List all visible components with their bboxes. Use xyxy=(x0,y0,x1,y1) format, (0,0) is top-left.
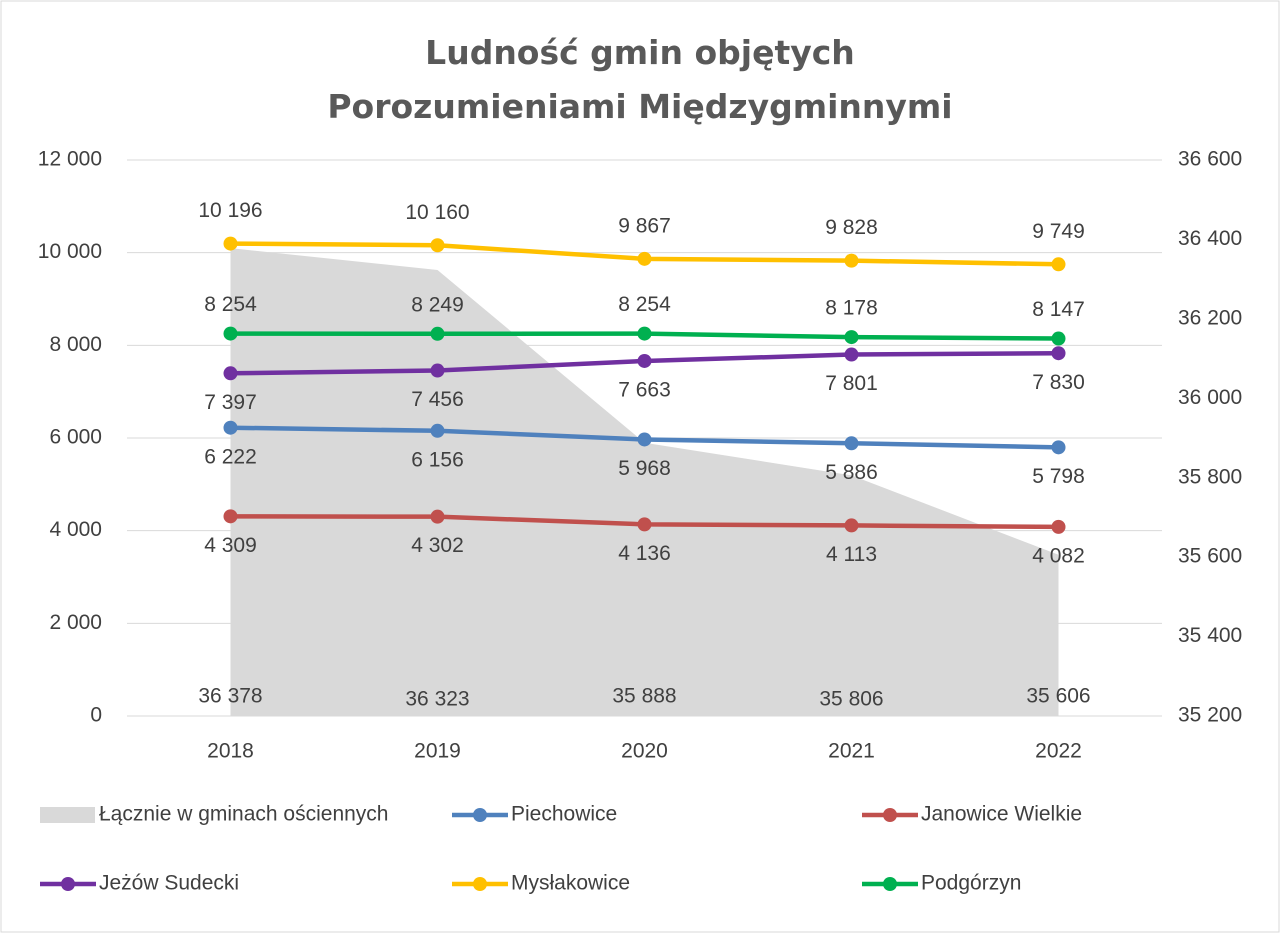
marker xyxy=(1051,346,1066,361)
marker xyxy=(844,330,859,345)
data-label: 8 254 xyxy=(618,293,671,316)
data-label: 8 249 xyxy=(411,293,464,316)
data-label: 5 886 xyxy=(825,461,878,484)
data-label: 4 302 xyxy=(411,534,464,557)
marker xyxy=(430,509,445,524)
marker xyxy=(637,517,652,532)
data-label: 4 113 xyxy=(826,543,877,566)
x-tick-label: 2022 xyxy=(1035,740,1082,763)
y2-tick-label: 36 600 xyxy=(1178,148,1242,171)
marker xyxy=(430,363,445,378)
data-label: 7 663 xyxy=(618,378,671,401)
marker xyxy=(637,326,652,341)
data-label: 9 867 xyxy=(618,214,671,237)
data-label: 8 178 xyxy=(825,297,878,320)
y-tick-label: 0 xyxy=(90,704,102,727)
data-label: 35 606 xyxy=(1026,685,1090,708)
marker xyxy=(637,251,652,266)
y2-tick-label: 35 400 xyxy=(1178,624,1242,647)
legend-label: Mysłakowice xyxy=(511,872,630,895)
x-tick-label: 2021 xyxy=(828,740,875,763)
marker xyxy=(844,347,859,362)
x-tick-label: 2019 xyxy=(414,740,461,763)
legend-label: Jeżów Sudecki xyxy=(99,872,239,895)
data-label: 7 456 xyxy=(411,388,464,411)
y-tick-label: 8 000 xyxy=(49,333,102,356)
y2-tick-label: 36 000 xyxy=(1178,386,1242,409)
data-label: 4 309 xyxy=(204,534,257,557)
marker xyxy=(844,436,859,451)
legend-label: Łącznie w gminach ościennych xyxy=(99,803,389,826)
data-label: 10 196 xyxy=(198,199,262,222)
y2-tick-label: 36 200 xyxy=(1178,306,1242,329)
marker xyxy=(1051,519,1066,534)
marker xyxy=(1051,257,1066,272)
data-label: 7 830 xyxy=(1032,371,1085,394)
marker xyxy=(1051,331,1066,346)
y-tick-label: 10 000 xyxy=(38,240,102,263)
data-label: 36 378 xyxy=(198,685,262,708)
x-tick-label: 2020 xyxy=(621,740,668,763)
x-tick-label: 2018 xyxy=(207,740,254,763)
data-label: 8 147 xyxy=(1032,298,1085,321)
marker xyxy=(223,366,238,381)
marker xyxy=(223,420,238,435)
data-label: 6 156 xyxy=(411,448,464,471)
y2-tick-label: 35 800 xyxy=(1178,465,1242,488)
legend-marker xyxy=(473,877,487,891)
data-label: 9 828 xyxy=(825,216,878,239)
y2-tick-label: 36 400 xyxy=(1178,227,1242,250)
legend-marker xyxy=(473,808,487,822)
marker xyxy=(430,326,445,341)
marker xyxy=(844,253,859,268)
marker xyxy=(637,353,652,368)
marker xyxy=(844,518,859,533)
marker xyxy=(223,236,238,251)
marker xyxy=(430,423,445,438)
data-label: 5 968 xyxy=(618,457,671,480)
legend-marker xyxy=(883,877,897,891)
data-label: 9 749 xyxy=(1032,220,1085,243)
data-label: 7 397 xyxy=(204,391,257,414)
legend-label: Janowice Wielkie xyxy=(921,803,1082,826)
legend-swatch xyxy=(40,807,95,823)
marker xyxy=(637,432,652,447)
y2-tick-label: 35 600 xyxy=(1178,545,1242,568)
marker xyxy=(223,509,238,524)
y2-tick-label: 35 200 xyxy=(1178,704,1242,727)
chart-title: Ludność gmin objętych Porozumieniami Mię… xyxy=(327,33,953,126)
legend-marker xyxy=(61,877,75,891)
data-label: 36 323 xyxy=(405,688,469,711)
data-label: 8 254 xyxy=(204,293,257,316)
data-label: 4 136 xyxy=(618,542,671,565)
legend-marker xyxy=(883,808,897,822)
data-label: 35 888 xyxy=(612,685,676,708)
legend-label: Podgórzyn xyxy=(921,872,1021,895)
y-tick-label: 12 000 xyxy=(38,148,102,171)
marker xyxy=(223,326,238,341)
data-label: 4 082 xyxy=(1032,544,1085,567)
data-label: 7 801 xyxy=(825,372,878,395)
data-label: 35 806 xyxy=(819,688,883,711)
data-label: 5 798 xyxy=(1032,465,1085,488)
data-label: 6 222 xyxy=(204,445,257,468)
marker xyxy=(1051,440,1066,455)
y-tick-label: 6 000 xyxy=(49,426,102,449)
legend-label: Piechowice xyxy=(511,803,617,826)
y-tick-label: 2 000 xyxy=(49,611,102,634)
marker xyxy=(430,238,445,253)
y-tick-label: 4 000 xyxy=(49,518,102,541)
data-label: 10 160 xyxy=(405,201,469,224)
